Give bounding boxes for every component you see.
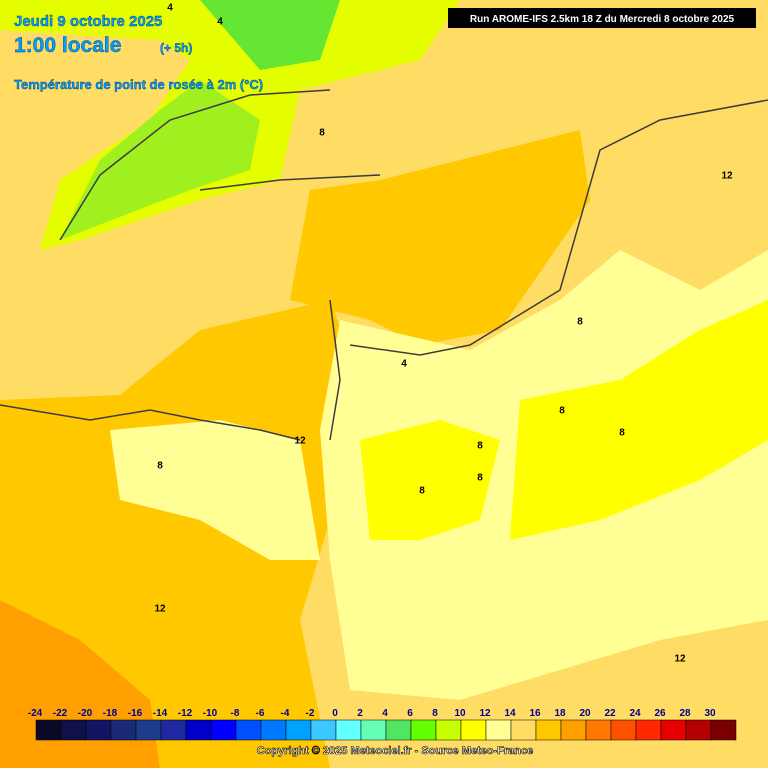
contour-label: 8 — [477, 441, 483, 452]
colorbar-tick-label: -18 — [103, 708, 118, 719]
colorbar-swatch — [410, 719, 437, 741]
colorbar-tick-label: 26 — [654, 708, 666, 719]
coastline — [0, 89, 768, 441]
colorbar-tick-label: -2 — [306, 708, 315, 719]
colorbar-tick-label: 22 — [604, 708, 616, 719]
colorbar-tick-label: -4 — [281, 708, 290, 719]
colorbar-tick-label: 30 — [704, 708, 716, 719]
colorbar-tick-label: -12 — [178, 708, 193, 719]
contour-label: 12 — [154, 604, 166, 615]
colorbar-tick-label: -8 — [231, 708, 240, 719]
brittany — [110, 420, 320, 560]
contour-label: 8 — [477, 473, 483, 484]
colorbar-tick-label: -24 — [28, 708, 43, 719]
colorbar-swatch — [385, 719, 412, 741]
colorbar-tick-label: 0 — [332, 708, 338, 719]
colorbar-swatch — [235, 719, 262, 741]
colorbar-swatch — [60, 719, 87, 741]
colorbar-tick-label: -10 — [203, 708, 218, 719]
colorbar-tick-label: 20 — [579, 708, 591, 719]
colorbar-tick-label: -16 — [128, 708, 143, 719]
date: Jeudi 9 octobre 2025 — [14, 13, 162, 30]
colorbar-swatch — [160, 719, 187, 741]
colorbar-swatch — [710, 719, 737, 741]
colorbar-tick-label: 16 — [529, 708, 541, 719]
colorbar-swatch — [310, 719, 337, 741]
colorbar-swatch — [110, 719, 137, 741]
channel — [290, 130, 590, 345]
colorbar-swatch — [35, 719, 62, 741]
colorbar-swatch — [85, 719, 112, 741]
colorbar-swatch — [610, 719, 637, 741]
colorbar-tick-label: 10 — [454, 708, 466, 719]
colorbar-tick-label: 6 — [407, 708, 413, 719]
contour-label: 8 — [157, 461, 163, 472]
contour-label: 8 — [619, 428, 625, 439]
offset: (+ 5h) — [160, 41, 192, 55]
colorbar-swatch — [360, 719, 387, 741]
colorbar-swatch — [460, 719, 487, 741]
colorbar-swatch — [560, 719, 587, 741]
colorbar-swatch — [260, 719, 287, 741]
colorbar-swatch — [660, 719, 687, 741]
contour-label: 12 — [721, 171, 733, 182]
colorbar-swatch — [685, 719, 712, 741]
colorbar-swatch — [510, 719, 537, 741]
colorbar-swatch — [135, 719, 162, 741]
colorbar-swatch — [485, 719, 512, 741]
zone-green-2 — [200, 0, 340, 70]
colorbar-tick-label: 12 — [479, 708, 491, 719]
colorbar-swatch — [585, 719, 612, 741]
run-info: Run AROME-IFS 2.5km 18 Z du Mercredi 8 o… — [470, 14, 735, 25]
colorbar-tick-label: -6 — [256, 708, 265, 719]
colorbar-swatch — [210, 719, 237, 741]
colorbar-tick-label: 24 — [629, 708, 641, 719]
zone-8b — [510, 300, 768, 540]
colorbar-tick-label: -22 — [53, 708, 68, 719]
colorbar-tick-label: 4 — [382, 708, 388, 719]
colorbar-swatch — [635, 719, 662, 741]
zone-green — [60, 80, 260, 240]
zone-8a — [360, 420, 500, 540]
contour-label: 8 — [577, 317, 583, 328]
contour-label: 8 — [419, 486, 425, 497]
colorbar-tick-label: 2 — [357, 708, 363, 719]
colorbar-tick-label: -20 — [78, 708, 93, 719]
contour-label: 4 — [217, 17, 223, 28]
colorbar-tick-label: 18 — [554, 708, 566, 719]
contour-label: 12 — [294, 436, 306, 447]
colorbar-swatch — [335, 719, 362, 741]
colorbar-swatch — [535, 719, 562, 741]
colorbar-tick-label: 14 — [504, 708, 516, 719]
contour-label: 4 — [167, 3, 173, 14]
contour-label: 12 — [674, 654, 686, 665]
time: 1:00 locale — [14, 34, 121, 57]
colorbar-swatch — [185, 719, 212, 741]
run-box — [448, 8, 756, 28]
title: Température de point de rosée à 2m (°C) — [14, 77, 263, 92]
contour-label: 4 — [401, 359, 407, 370]
contour-label: 8 — [319, 128, 325, 139]
colorbar-tick-label: 28 — [679, 708, 691, 719]
colorbar-tick-label: -14 — [153, 708, 168, 719]
colorbar-tick-label: 8 — [432, 708, 438, 719]
contour-label: 8 — [559, 406, 565, 417]
colorbar-swatch — [285, 719, 312, 741]
colorbar-swatch — [435, 719, 462, 741]
copyright: Copyright © 2025 Meteociel.fr - Source M… — [257, 745, 533, 757]
